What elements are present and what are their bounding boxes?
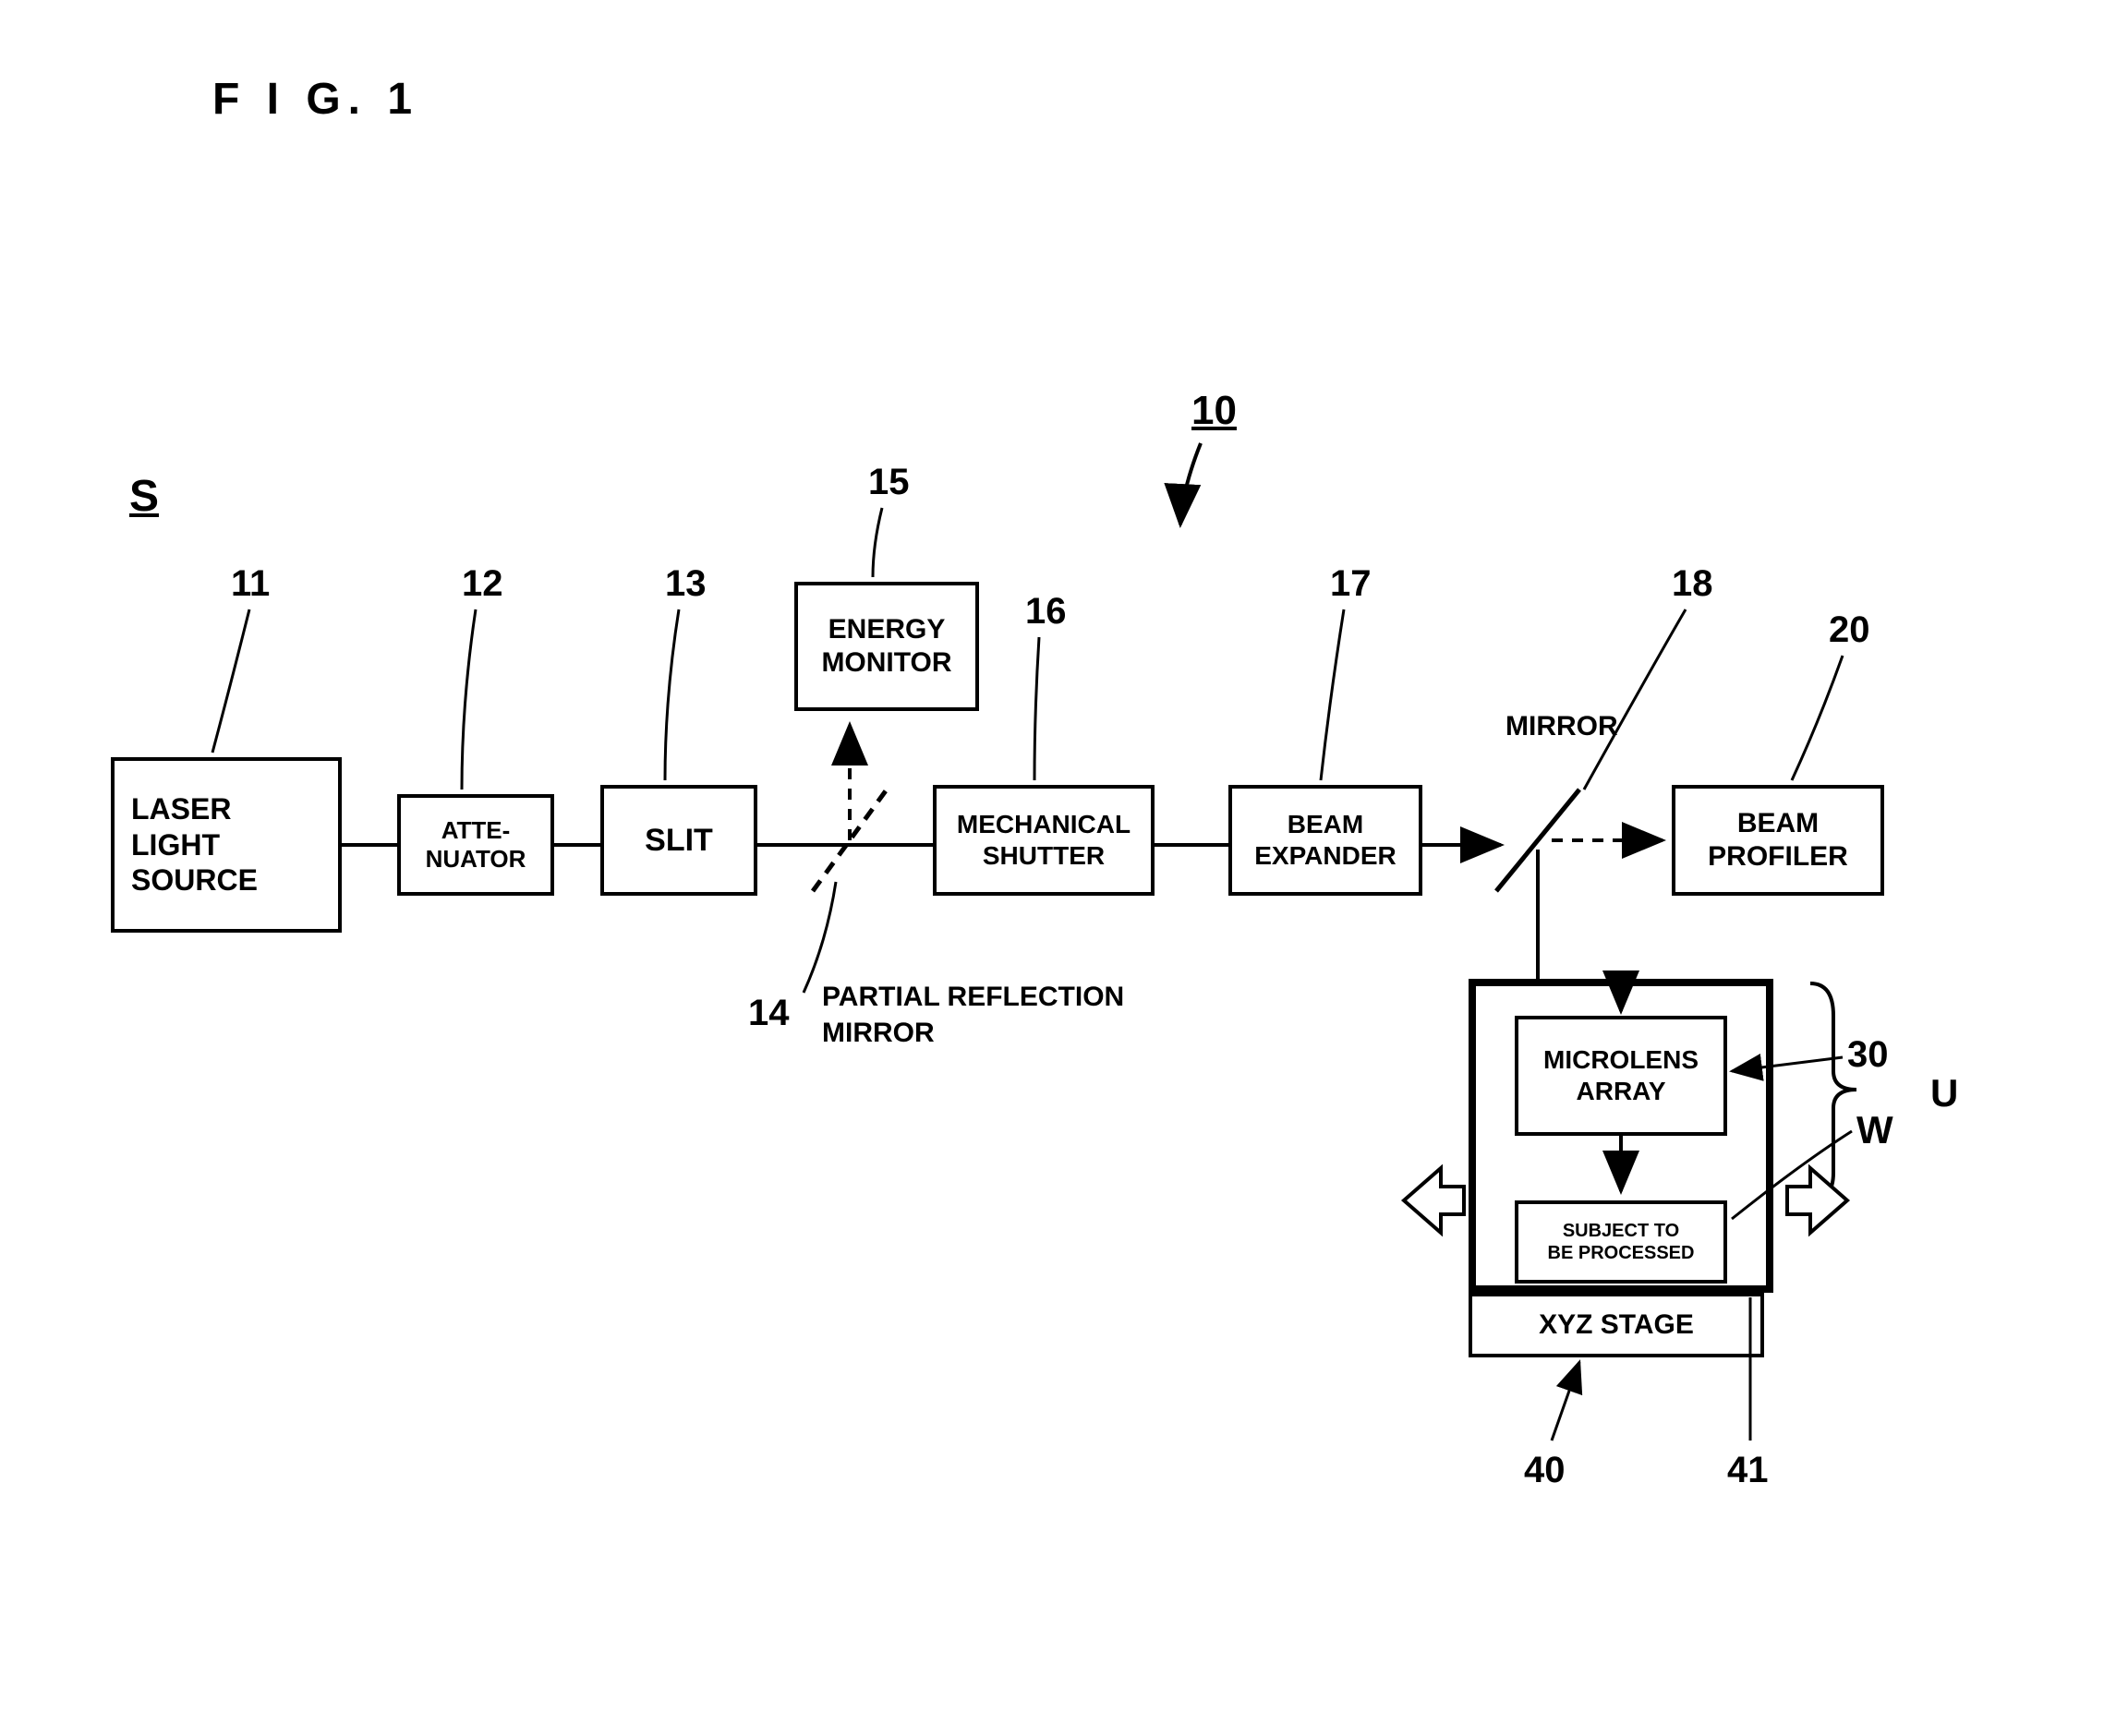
ref-41: 41 [1727,1450,1769,1491]
ref-16: 16 [1025,591,1067,633]
system-label-s: S [129,471,159,522]
ref-11: 11 [231,563,270,605]
ref-18: 18 [1672,563,1713,605]
ref-30: 30 [1847,1034,1889,1076]
node-xyzstage: XYZ STAGE [1469,1293,1764,1357]
ref-20: 20 [1829,609,1870,651]
unit-label-w: W [1856,1108,1893,1152]
node-energy-monitor: ENERGY MONITOR [794,582,979,711]
figure-title: F I G. 1 [212,74,419,125]
node-laser: LASER LIGHT SOURCE [111,757,342,933]
ref-12: 12 [462,563,503,605]
node-expander: BEAM EXPANDER [1228,785,1422,896]
node-microlens: MICROLENS ARRAY [1515,1016,1727,1136]
node-profiler: BEAM PROFILER [1672,785,1884,896]
node-slit: SLIT [600,785,757,896]
label-mirror-14: PARTIAL REFLECTION MIRROR [822,979,1124,1051]
label-mirror-18: MIRROR [1505,711,1618,742]
node-shutter: MECHANICAL SHUTTER [933,785,1155,896]
ref-15: 15 [868,462,910,503]
ref-40: 40 [1524,1450,1566,1491]
ref-10: 10 [1191,388,1237,434]
node-subject: SUBJECT TO BE PROCESSED [1515,1200,1727,1284]
node-attenuator: ATTE- NUATOR [397,794,554,896]
ref-13: 13 [665,563,707,605]
ref-17: 17 [1330,563,1372,605]
ref-14: 14 [748,993,790,1034]
unit-label-u: U [1930,1071,1958,1115]
